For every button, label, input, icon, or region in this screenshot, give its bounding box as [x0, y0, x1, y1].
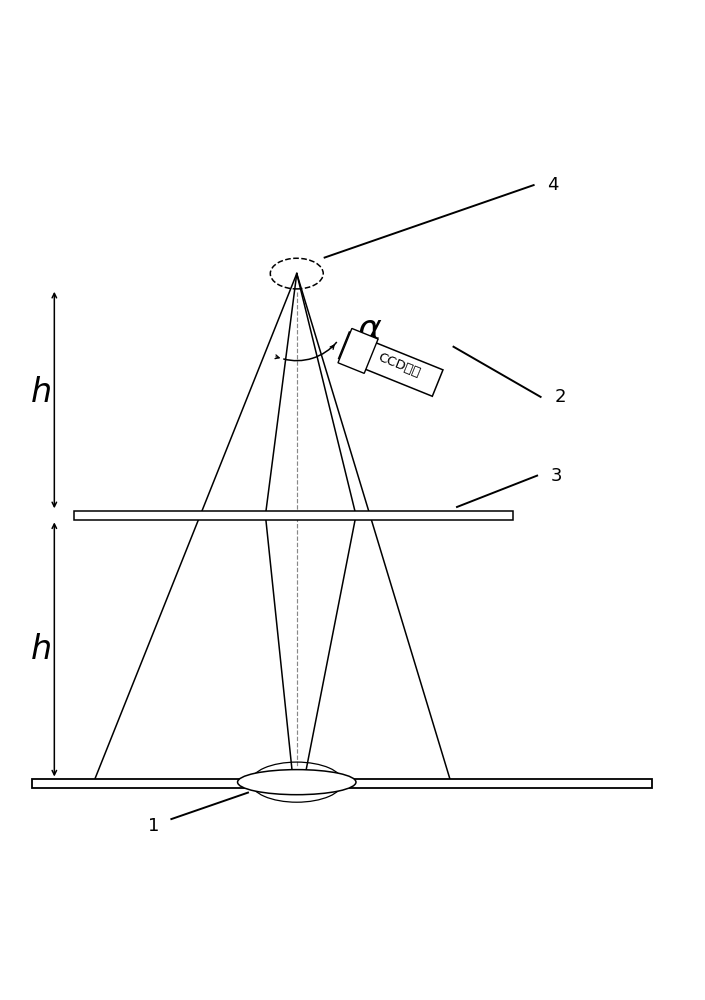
Text: 1: 1: [148, 817, 159, 835]
Ellipse shape: [238, 770, 356, 795]
Text: 4: 4: [547, 176, 559, 194]
Text: $\alpha$: $\alpha$: [357, 312, 383, 346]
Text: CCD相机: CCD相机: [376, 351, 422, 380]
Text: $h$: $h$: [30, 376, 51, 409]
Bar: [32, 779, 652, 788]
Text: $h$: $h$: [30, 633, 51, 666]
Bar: [74, 511, 513, 520]
Text: 3: 3: [551, 467, 563, 485]
Polygon shape: [338, 328, 378, 373]
Polygon shape: [338, 332, 443, 396]
Text: 2: 2: [554, 388, 566, 406]
